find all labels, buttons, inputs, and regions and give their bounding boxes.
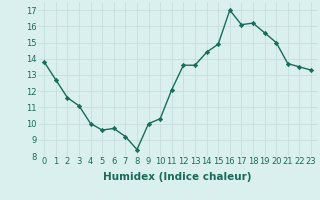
- X-axis label: Humidex (Indice chaleur): Humidex (Indice chaleur): [103, 172, 252, 182]
